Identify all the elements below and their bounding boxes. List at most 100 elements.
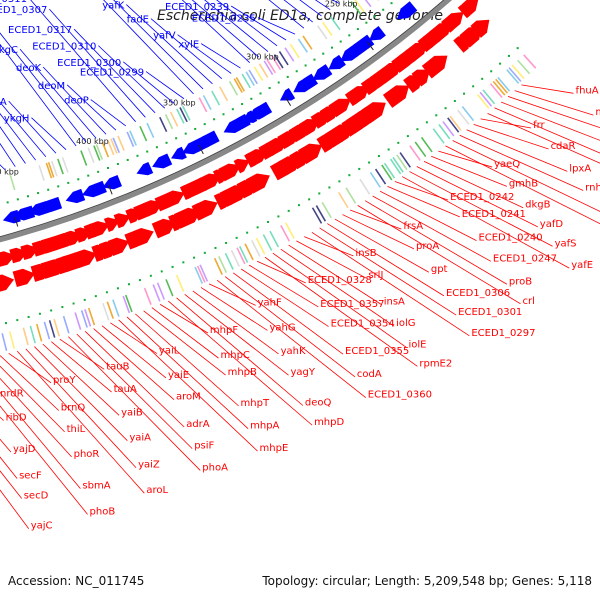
forward-gene-arrow [12, 268, 35, 288]
cog-forward-ring-mark [315, 205, 327, 222]
cog-forward-ring-mark [29, 325, 36, 344]
cog-forward-ring-mark [48, 320, 56, 338]
gene-label: proA [416, 241, 439, 252]
gene-leader-line [303, 236, 354, 257]
gene-leader-line [0, 489, 30, 529]
gene-label: gmhB [509, 178, 538, 189]
cog-forward-ring-mark [196, 265, 206, 283]
reverse-dot-ring-mark [97, 170, 100, 173]
cog-reverse-ring-mark [182, 105, 191, 121]
cog-forward-ring-mark [495, 78, 508, 94]
scale-tick [14, 216, 19, 227]
forward-gene-arrow [168, 214, 186, 232]
gene-label: yaiL [159, 346, 180, 357]
gene-label: mhpE [260, 443, 289, 454]
gene-label: yafS [555, 238, 577, 249]
gene-leader-line [181, 0, 250, 63]
cog-forward-ring-mark [224, 252, 234, 270]
gene-leader-line [200, 43, 241, 69]
gene-leader-line [103, 0, 194, 95]
forward-dot-ring-mark [490, 70, 493, 73]
forward-gene-arrow [213, 193, 232, 210]
gene-leader-line [299, 0, 322, 17]
gene-label: yahF [258, 297, 282, 308]
cog-reverse-ring-mark [80, 150, 88, 166]
forward-gene-arrow [316, 134, 337, 153]
gene-leader-line [143, 310, 226, 376]
gene-label: gpt [431, 264, 448, 275]
gene-label: yaiA [129, 433, 151, 444]
forward-gene-arrow [344, 91, 362, 107]
cog-reverse-ring-mark [139, 125, 148, 142]
cog-forward-ring-mark [392, 156, 404, 173]
gene-label: yafK [102, 1, 125, 12]
cog-forward-ring-mark [156, 282, 166, 300]
reverse-dot-ring-mark [126, 158, 129, 161]
cog-reverse-ring-mark [354, 0, 365, 13]
gene-label: ECED1_0328 [308, 275, 372, 286]
scale-tick [284, 96, 292, 106]
cog-forward-ring-mark [511, 64, 525, 80]
gene-leader-line [200, 287, 268, 331]
reverse-gene-arrow [136, 161, 154, 176]
reverse-gene-arrow [81, 183, 100, 198]
gene-leader-line [184, 294, 289, 376]
gene-leader-line [93, 328, 175, 400]
forward-dot-ring-mark [149, 274, 152, 277]
gene-label: iolE [408, 339, 426, 350]
cog-forward-ring-mark [383, 162, 396, 179]
gene-label: mhpF [210, 325, 238, 336]
gene-label: ECED1_0310 [32, 42, 96, 53]
reverse-dot-ring-mark [231, 108, 234, 111]
cog-forward-ring-mark [461, 106, 475, 122]
reverse-dot-ring-mark [356, 28, 359, 31]
forward-gene-arrow [233, 158, 250, 174]
gene-leader-line [176, 297, 304, 406]
gene-label: yafV [153, 31, 176, 42]
reverse-gene-arrow [279, 88, 296, 101]
gene-leader-line [319, 227, 457, 316]
gene-leader-line [257, 17, 296, 35]
cog-forward-ring-mark [236, 247, 246, 265]
reverse-dot-ring-mark [87, 174, 90, 177]
gene-label: ECED1_0301 [458, 307, 522, 318]
forward-dot-ring-mark [368, 161, 371, 164]
forward-dot-ring-mark [297, 204, 300, 207]
cog-reverse-ring-mark [263, 60, 274, 75]
cog-forward-ring-mark [284, 222, 295, 239]
reverse-dot-ring-mark [26, 195, 29, 198]
reverse-dot-ring-mark [203, 123, 206, 126]
gene-leader-line [230, 5, 287, 41]
gene-leader-line [507, 96, 600, 129]
cog-reverse-ring-mark [57, 158, 64, 175]
cog-forward-ring-mark [53, 318, 60, 337]
cog-reverse-ring-mark [289, 43, 300, 59]
cog-forward-ring-mark [122, 295, 131, 314]
cog-forward-ring-mark [497, 76, 511, 92]
gene-label: ECED1_0241 [462, 209, 526, 220]
cog-forward-ring-mark [337, 191, 349, 209]
cog-forward-ring-mark [35, 323, 43, 342]
accession-label: Accession: NC_011745 [8, 574, 145, 588]
forward-dot-ring-mark [138, 279, 141, 282]
forward-gene-arrow [403, 75, 423, 93]
genome-title: Escherichia coli ED1a, complete genome [157, 8, 443, 24]
gene-label: ECED1_0355 [345, 346, 409, 357]
reverse-dot-ring-mark [47, 188, 50, 191]
reverse-dot-ring-mark [6, 201, 9, 204]
gene-label: psiF [194, 441, 214, 452]
cog-reverse-ring-mark [93, 145, 101, 161]
gene-label: yafD [540, 219, 564, 230]
gene-leader-line [68, 336, 201, 471]
cog-reverse-ring-mark [202, 95, 212, 110]
genome-summary-label: Topology: circular; Length: 5,209,548 bp… [262, 574, 592, 588]
gene-label: deoK [16, 63, 42, 74]
reverse-dot-ring-mark [348, 34, 351, 37]
forward-dot-ring-mark [499, 62, 502, 65]
gene-leader-line [387, 185, 460, 218]
cog-reverse-ring-mark [146, 122, 155, 139]
gene-leader-line [123, 61, 175, 104]
reverse-dot-ring-mark [165, 141, 168, 144]
gene-leader-line [101, 325, 167, 379]
